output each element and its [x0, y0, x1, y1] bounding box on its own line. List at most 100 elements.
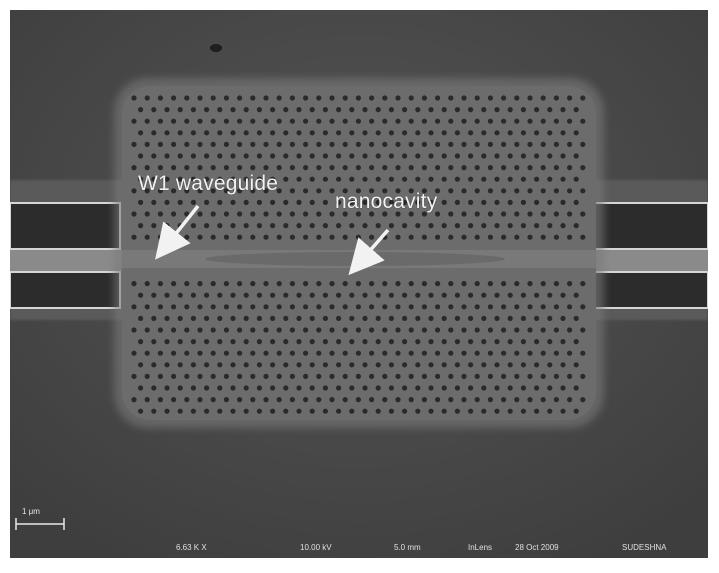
air-hole	[553, 350, 560, 356]
air-hole	[355, 350, 361, 356]
air-hole	[534, 292, 540, 298]
air-hole	[547, 339, 553, 345]
air-hole	[494, 107, 500, 113]
air-hole	[553, 188, 560, 194]
air-hole	[171, 165, 177, 171]
air-hole	[270, 339, 276, 345]
air-hole	[567, 281, 573, 287]
air-hole	[329, 95, 335, 101]
air-hole	[514, 373, 520, 379]
air-hole	[270, 292, 276, 298]
air-hole	[243, 292, 249, 298]
air-hole	[243, 176, 249, 182]
air-hole	[362, 199, 368, 205]
air-hole	[553, 397, 560, 403]
air-hole	[138, 153, 144, 159]
air-hole	[527, 397, 533, 403]
air-hole	[573, 339, 579, 345]
air-hole	[171, 350, 177, 356]
air-hole	[289, 211, 295, 217]
air-hole	[217, 292, 223, 298]
air-hole	[560, 315, 566, 321]
air-hole	[190, 107, 196, 113]
air-hole	[553, 118, 560, 124]
air-hole	[481, 362, 487, 368]
air-hole	[501, 373, 507, 379]
air-hole	[441, 385, 447, 391]
air-hole	[468, 130, 474, 136]
air-hole	[540, 397, 546, 403]
air-hole	[547, 385, 553, 391]
air-hole	[210, 281, 216, 287]
air-hole	[230, 315, 236, 321]
air-hole	[520, 153, 526, 159]
air-hole	[514, 211, 520, 217]
air-hole	[408, 234, 414, 240]
air-hole	[527, 373, 533, 379]
air-hole	[204, 176, 210, 182]
air-hole	[204, 153, 210, 159]
air-hole	[309, 153, 315, 159]
air-hole	[164, 385, 170, 391]
air-hole	[474, 304, 480, 310]
air-hole	[256, 315, 262, 321]
air-hole	[263, 327, 269, 333]
air-hole	[177, 292, 183, 298]
air-hole	[540, 234, 546, 240]
air-hole	[408, 141, 414, 147]
air-hole	[322, 176, 328, 182]
air-hole	[487, 211, 493, 217]
air-hole	[382, 95, 388, 101]
air-hole	[336, 153, 342, 159]
air-hole	[388, 107, 394, 113]
air-hole	[375, 339, 381, 345]
air-hole	[243, 130, 249, 136]
air-hole	[501, 95, 507, 101]
air-hole	[355, 211, 361, 217]
air-hole	[448, 188, 454, 194]
air-hole	[402, 385, 408, 391]
air-hole	[573, 362, 579, 368]
air-hole	[547, 362, 553, 368]
air-hole	[474, 373, 480, 379]
air-hole	[171, 211, 177, 217]
air-hole	[342, 350, 348, 356]
air-hole	[138, 385, 144, 391]
air-hole	[296, 223, 302, 229]
air-hole	[303, 165, 309, 171]
air-hole	[217, 339, 223, 345]
air-hole	[197, 281, 203, 287]
air-hole	[157, 211, 163, 217]
air-hole	[454, 153, 460, 159]
air-hole	[303, 350, 309, 356]
air-hole	[474, 165, 480, 171]
air-hole	[230, 130, 236, 136]
air-hole	[494, 385, 500, 391]
air-hole	[547, 199, 553, 205]
sem-micrograph: W1 waveguide nanocavity 1 μm 6.63 K X 10…	[10, 10, 708, 558]
air-hole	[210, 118, 216, 124]
air-hole	[474, 397, 480, 403]
air-hole	[283, 130, 289, 136]
air-hole	[395, 397, 401, 403]
air-hole	[580, 397, 586, 403]
air-hole	[138, 339, 144, 345]
air-hole	[303, 281, 309, 287]
air-hole	[448, 211, 454, 217]
air-hole	[171, 141, 177, 147]
air-hole	[309, 385, 315, 391]
air-hole	[428, 408, 434, 414]
air-hole	[184, 165, 190, 171]
dust-particle	[210, 44, 222, 52]
air-hole	[567, 304, 573, 310]
air-hole	[415, 408, 421, 414]
air-hole	[329, 304, 335, 310]
air-hole	[487, 397, 493, 403]
air-hole	[157, 304, 163, 310]
air-hole	[580, 350, 586, 356]
air-hole	[296, 199, 302, 205]
air-hole	[303, 373, 309, 379]
air-hole	[382, 165, 388, 171]
air-hole	[441, 292, 447, 298]
air-hole	[230, 199, 236, 205]
